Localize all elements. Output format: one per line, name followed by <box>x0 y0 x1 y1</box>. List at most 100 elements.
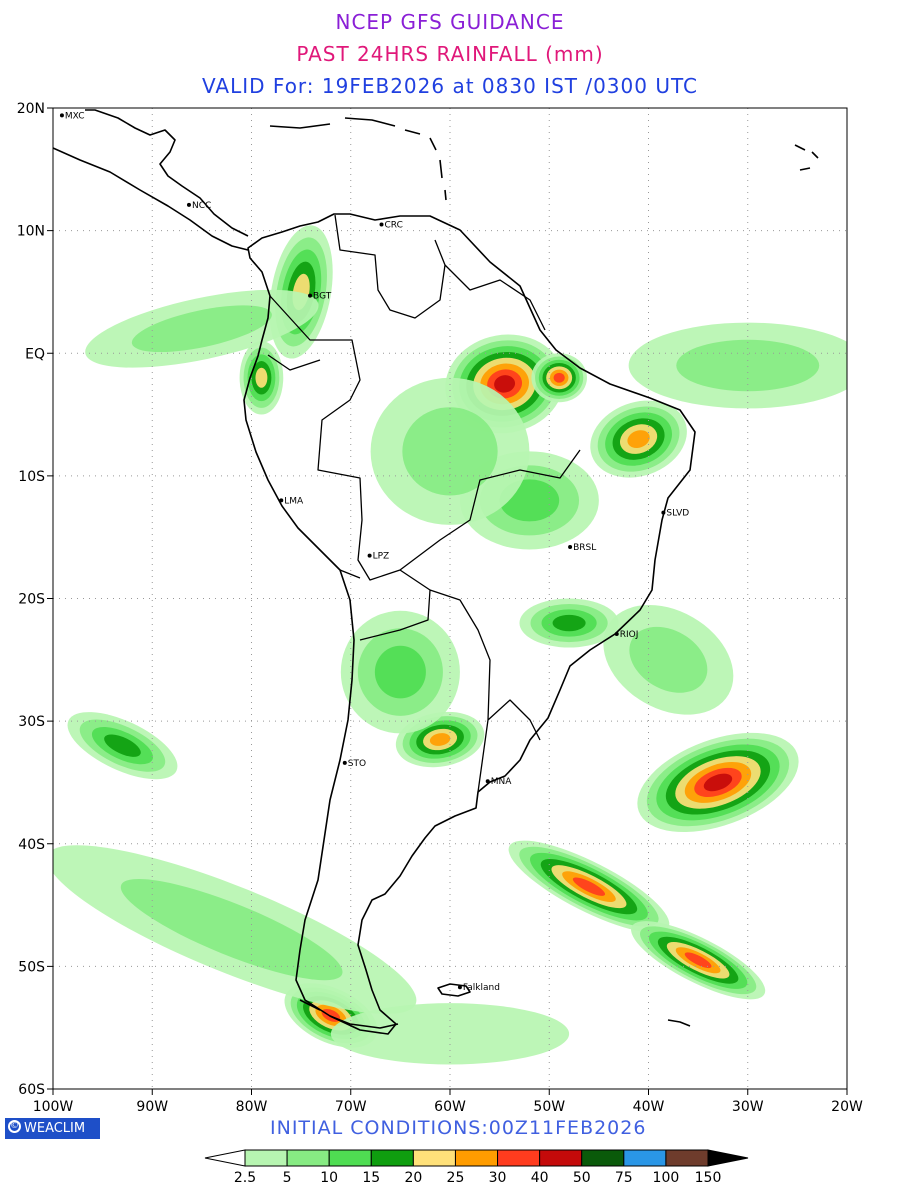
legend-swatch <box>497 1149 541 1167</box>
rain-contour <box>553 372 565 383</box>
rain-contour <box>703 773 733 792</box>
lat-tick-label: EQ <box>25 346 45 362</box>
weaclim-logo: © WEACLIM <box>5 1118 100 1139</box>
chart-title: NCEP GFS GUIDANCE <box>335 10 565 34</box>
city-marker <box>342 760 347 765</box>
city-marker <box>367 553 372 558</box>
rain-cell <box>603 604 734 715</box>
chart-subtitle: PAST 24HRS RAINFALL (mm) <box>296 42 604 66</box>
initial-conditions: INITIAL CONDITIONS:00Z11FEB2026 <box>270 1117 647 1139</box>
color-legend: 2.5 5 10 15 20 25 30 40 50 75 100 150 <box>204 1149 749 1186</box>
rain-cell <box>531 353 587 403</box>
country-borders <box>267 214 581 793</box>
city-marker <box>661 510 666 515</box>
lat-tick-label: 20N <box>17 101 45 117</box>
rain-contour <box>104 734 141 757</box>
caribbean-islands <box>269 117 447 201</box>
lon-tick-label: 80W <box>236 1099 268 1115</box>
lon-tick-label: 20W <box>831 1099 863 1115</box>
legend-label: 5 <box>283 1170 292 1186</box>
lat-tick-label: 10N <box>17 224 45 240</box>
legend-swatch <box>244 1149 288 1167</box>
city-label: NCC <box>192 201 211 211</box>
legend-swatch <box>623 1149 667 1167</box>
south-america-coastline <box>243 213 696 1035</box>
grid-lines <box>53 108 847 1089</box>
legend-label: 75 <box>615 1170 633 1186</box>
legend-swatch <box>581 1149 625 1167</box>
lon-tick-label: 70W <box>335 1099 367 1115</box>
city-marker <box>59 113 64 118</box>
city-label: CRC <box>385 220 403 230</box>
rain-contour <box>572 877 606 896</box>
valid-time: VALID For: 19FEB2026 at 0830 IST /0300 U… <box>202 74 698 98</box>
rain-cell <box>53 845 417 1014</box>
legend-label: 100 <box>653 1170 680 1186</box>
city-label: MXC <box>65 111 85 121</box>
central-america-coastline <box>53 109 249 251</box>
legend-label: 40 <box>531 1170 549 1186</box>
lat-tick-label: 30S <box>18 714 45 730</box>
rain-cell <box>508 840 670 933</box>
falkland-islands <box>437 983 471 997</box>
city-marker <box>457 985 462 990</box>
city-marker <box>568 544 573 549</box>
city-label: LMA <box>284 496 304 506</box>
lon-tick-label: 30W <box>732 1099 764 1115</box>
legend-swatch <box>665 1149 709 1167</box>
rain-cell <box>590 400 687 478</box>
lat-tick-label: 10S <box>18 469 45 485</box>
rain-layer <box>53 225 847 1065</box>
weaclim-logo-text: WEACLIM <box>24 1121 86 1136</box>
legend-swatch <box>454 1149 499 1167</box>
city-label: RIOJ <box>620 630 639 640</box>
legend-swatch <box>328 1149 372 1167</box>
rain-contour <box>627 430 650 448</box>
city-label: MNA <box>491 777 512 787</box>
legend-label: 20 <box>404 1170 422 1186</box>
rain-cell <box>370 377 530 525</box>
rain-cell <box>637 732 799 833</box>
lon-tick-label: 60W <box>434 1099 466 1115</box>
city-label: Falkland <box>463 983 500 993</box>
rain-contour <box>684 952 712 969</box>
legend-swatch <box>370 1149 414 1167</box>
rain-cell <box>340 610 460 734</box>
legend-label: 150 <box>695 1170 722 1186</box>
lon-tick-label: 50W <box>533 1099 565 1115</box>
south-georgia-island <box>667 1019 691 1027</box>
city-marker <box>308 293 313 298</box>
city-label: BRSL <box>573 543 596 553</box>
legend-label: 15 <box>362 1170 380 1186</box>
coastlines <box>53 109 819 1035</box>
rain-contour <box>402 407 498 496</box>
city-label: SLVD <box>666 509 689 519</box>
legend-label: 30 <box>489 1170 507 1186</box>
rain-contour <box>429 733 451 746</box>
city-label: STO <box>348 759 366 769</box>
lon-tick-label: 90W <box>136 1099 168 1115</box>
copyright-icon: © <box>8 1120 21 1133</box>
legend-swatch <box>412 1149 456 1167</box>
city-marker <box>485 779 490 784</box>
lon-tick-label: 40W <box>633 1099 665 1115</box>
city-marker <box>614 632 619 637</box>
lat-tick-label: 50S <box>18 959 45 975</box>
legend-high-arrow <box>707 1149 749 1167</box>
rain-cell <box>330 1003 570 1065</box>
rain-contour <box>552 614 586 632</box>
lat-tick-label: 20S <box>18 592 45 608</box>
rain-cell <box>631 921 766 1000</box>
axis-ticks: 100W 90W 80W 70W 60W 50W 40W 30W 20W 20N 10N EQ 10S 2… <box>17 101 863 1115</box>
city-marker <box>279 498 284 503</box>
city-labels: MXC NCC CRC BGT LMA LPZ BRSL SLVD RIOJ STO MNA Falk… <box>59 111 689 993</box>
lon-tick-label: 100W <box>33 1099 74 1115</box>
rain-contour <box>494 375 516 393</box>
legend-label: 2.5 <box>234 1170 256 1186</box>
rain-contour <box>629 626 708 693</box>
city-label: BGT <box>313 292 332 302</box>
atlantic-islands <box>794 144 819 171</box>
rain-contour <box>131 305 272 353</box>
legend-swatch <box>539 1149 583 1167</box>
